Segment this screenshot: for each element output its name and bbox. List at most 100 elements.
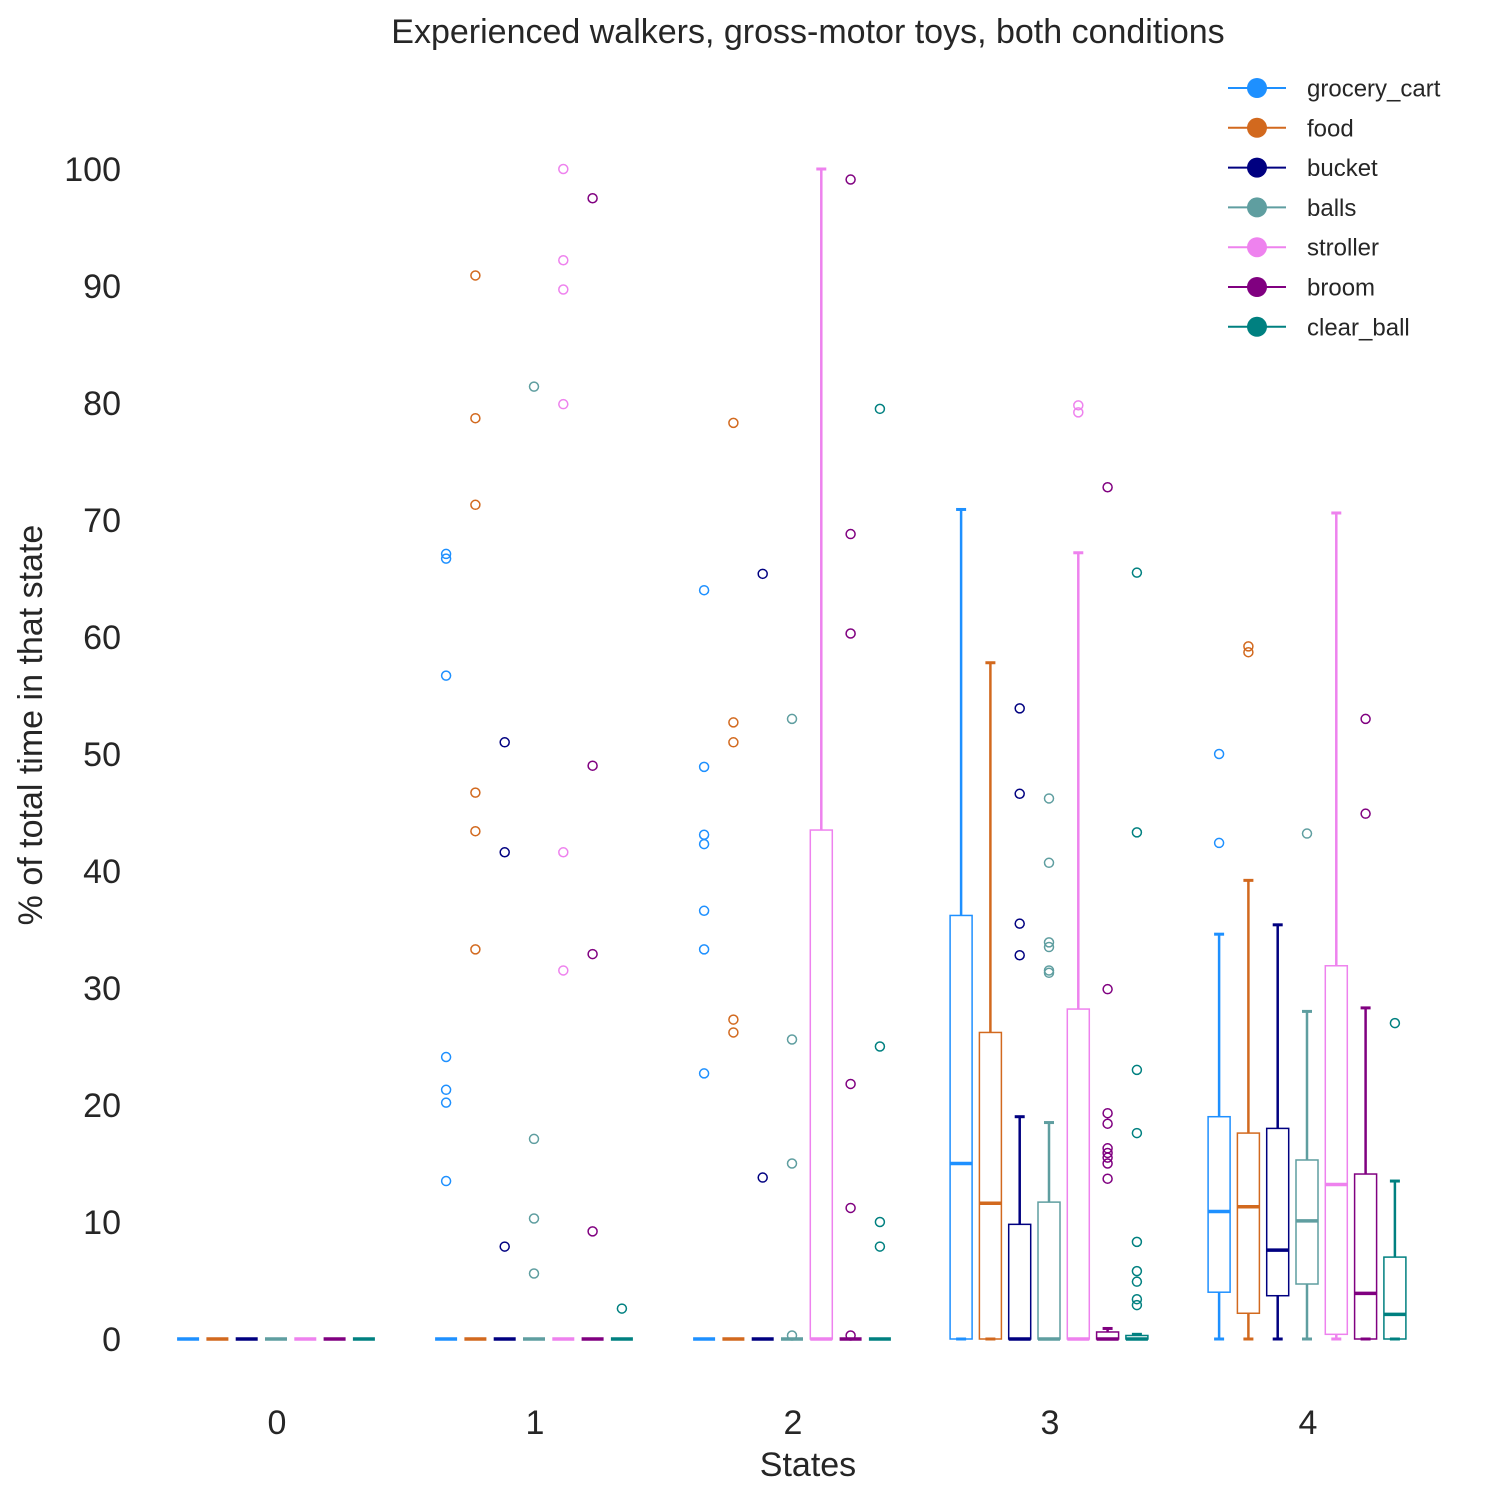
iqr-box [1353, 1173, 1378, 1340]
outlier-point [1360, 713, 1371, 725]
iqr-box [1066, 1008, 1091, 1340]
box-broom-state-3 [1095, 481, 1120, 1341]
box-grocery-cart-state-3 [949, 507, 973, 1341]
outlier-point [470, 825, 481, 837]
box-clear-ball-state-2 [868, 403, 891, 1341]
outlier-point [1131, 1276, 1143, 1287]
outlier-point [1102, 1107, 1113, 1119]
outlier-point [470, 270, 481, 281]
outlier-point [587, 760, 598, 771]
outlier-point [1102, 1118, 1113, 1129]
y-tick-label: 40 [83, 853, 121, 891]
x-tick-label: 3 [1041, 1404, 1060, 1442]
box-bucket-state-2 [751, 568, 774, 1341]
box-stroller-state-1 [552, 163, 575, 1341]
box-clear-ball-state-1 [610, 1303, 633, 1341]
outlier-point [874, 1216, 886, 1228]
outlier-point [558, 847, 569, 858]
outlier-point [1360, 808, 1371, 819]
x-tick-label: 2 [784, 1404, 803, 1442]
box-food-state-2 [722, 417, 745, 1341]
box-food-state-3 [978, 661, 1003, 1341]
y-tick-label: 100 [64, 151, 121, 189]
outlier-point [845, 628, 856, 639]
legend-label: broom [1307, 275, 1375, 302]
outlier-point [1213, 748, 1225, 760]
box-broom-state-2 [839, 174, 862, 1341]
outlier-point [1131, 1236, 1143, 1248]
legend-item-grocery-cart: grocery_cart [1228, 76, 1441, 103]
legend-item-bucket: bucket [1228, 155, 1378, 182]
outlier-point [558, 965, 569, 976]
box-food-state-4 [1236, 641, 1261, 1341]
outlier-point [1389, 1017, 1401, 1029]
outlier-point [440, 1097, 452, 1108]
x-tick-labels: 0 1 2 3 4 [268, 1404, 1318, 1442]
outlier-point [728, 717, 739, 728]
outlier-point [1131, 1293, 1143, 1305]
outlier-point [499, 1241, 510, 1252]
outlier-point [587, 193, 598, 204]
outlier-point [1043, 965, 1055, 976]
iqr-box [1037, 1201, 1061, 1340]
outlier-point [470, 499, 481, 511]
outlier-point [1131, 1299, 1143, 1311]
iqr-box [949, 914, 973, 1340]
outlier-point [1102, 1158, 1113, 1169]
outlier-point [786, 1034, 798, 1045]
outlier-point [698, 584, 710, 596]
outlier-point [1102, 1143, 1113, 1154]
outlier-point [1131, 1265, 1143, 1277]
series-grocery-cart [177, 507, 1231, 1341]
outlier-point [1131, 1064, 1143, 1076]
outlier-point [698, 838, 710, 850]
series-broom [323, 174, 1378, 1341]
x-tick-label: 0 [268, 1404, 287, 1442]
series-stroller [294, 163, 1349, 1341]
box-broom-state-1 [581, 193, 604, 1341]
outlier-point [558, 284, 569, 295]
outlier-point [1014, 918, 1025, 929]
outlier-point [757, 1172, 768, 1183]
plot-area [177, 163, 1407, 1341]
outlier-point [728, 1014, 739, 1025]
legend-label: grocery_cart [1307, 76, 1441, 103]
outlier-point [1131, 1127, 1143, 1139]
iqr-box [1207, 1115, 1231, 1293]
legend-item-stroller: stroller [1228, 235, 1379, 262]
outlier-point [499, 737, 510, 748]
y-tick-label: 80 [83, 385, 121, 423]
outlier-point [698, 829, 710, 840]
box-clear-ball-state-4 [1383, 1017, 1407, 1341]
outlier-point [1102, 481, 1113, 493]
outlier-point [440, 1051, 452, 1063]
box-grocery-cart-state-4 [1207, 748, 1231, 1341]
outlier-point [1014, 788, 1025, 800]
outlier-point [845, 1202, 856, 1214]
y-tick-label: 60 [83, 619, 121, 657]
y-tick-label: 50 [83, 736, 121, 774]
box-bucket-state-1 [493, 737, 516, 1341]
legend-item-balls: balls [1228, 195, 1356, 222]
outlier-point [528, 1268, 540, 1279]
box-clear-ball-state-3 [1125, 567, 1149, 1341]
outlier-point [616, 1303, 628, 1314]
outlier-point [440, 670, 452, 681]
outlier-point [499, 847, 510, 858]
outlier-point [845, 174, 856, 185]
y-tick-label: 20 [83, 1087, 121, 1125]
outlier-point [1243, 641, 1254, 652]
outlier-point [757, 568, 768, 580]
y-tick-label: 90 [83, 268, 121, 306]
outlier-point [698, 905, 710, 917]
legend-label: stroller [1307, 235, 1379, 262]
legend-marker [1247, 117, 1267, 138]
outlier-point [440, 548, 452, 560]
outlier-point [786, 1330, 798, 1341]
outlier-point [587, 1226, 598, 1237]
chart-title: Experienced walkers, gross-motor toys, b… [391, 13, 1224, 51]
outlier-point [1102, 1173, 1113, 1184]
legend-marker [1247, 316, 1267, 337]
outlier-point [1243, 646, 1254, 658]
